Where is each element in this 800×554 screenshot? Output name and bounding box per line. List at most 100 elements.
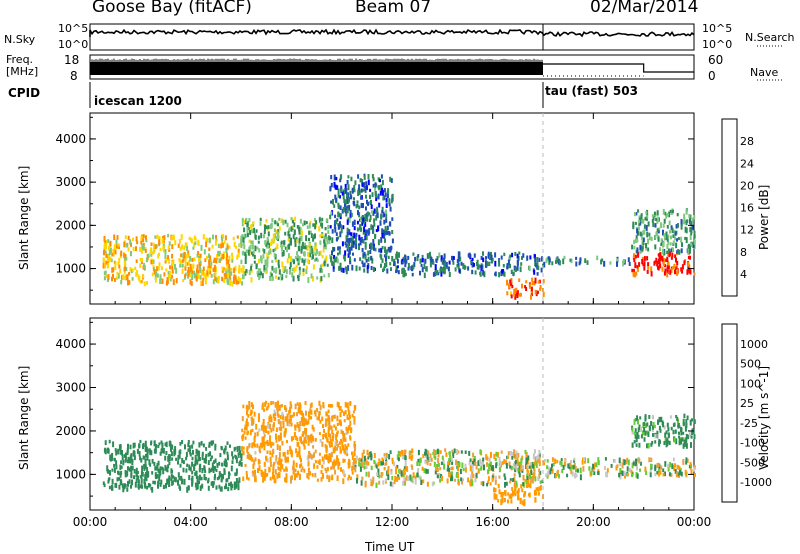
- heatmap-cell: [587, 458, 590, 464]
- heatmap-cell: [307, 476, 310, 480]
- heatmap-cell: [146, 467, 149, 473]
- heatmap-cell: [103, 276, 106, 281]
- heatmap-cell: [272, 267, 275, 273]
- heatmap-cell: [269, 461, 272, 468]
- heatmap-cell: [111, 457, 114, 461]
- heatmap-cell: [491, 477, 494, 482]
- heatmap-cell: [240, 243, 243, 249]
- heatmap-cell: [196, 459, 199, 465]
- heatmap-cell: [387, 474, 390, 481]
- heatmap-cell: [154, 475, 157, 480]
- heatmap-cell: [156, 465, 159, 471]
- heatmap-cell: [255, 423, 258, 430]
- heatmap-cell: [339, 221, 341, 227]
- heatmap-cell: [364, 253, 367, 260]
- heatmap-cell: [513, 289, 516, 295]
- heatmap-cell: [269, 476, 272, 481]
- heatmap-cell: [165, 280, 168, 286]
- heatmap-cell: [253, 227, 256, 234]
- heatmap-cell: [202, 234, 205, 240]
- heatmap-cell: [344, 401, 347, 408]
- heatmap-cell: [316, 416, 319, 421]
- heatmap-cell: [481, 264, 484, 270]
- heatmap-cell: [311, 473, 314, 477]
- heatmap-cell: [266, 473, 269, 477]
- heatmap-cell: [204, 278, 207, 285]
- heatmap-cell: [133, 469, 136, 474]
- heatmap-cell: [294, 474, 296, 481]
- heatmap-cell: [199, 253, 202, 258]
- heatmap-cell: [242, 446, 245, 450]
- heatmap-cell: [308, 243, 311, 247]
- heatmap-cell: [354, 405, 357, 410]
- heatmap-cell: [246, 446, 249, 451]
- heatmap-cell: [236, 254, 239, 260]
- heatmap-cell: [486, 456, 489, 461]
- heatmap-cell: [664, 264, 666, 268]
- heatmap-cell: [501, 494, 504, 499]
- heatmap-cell: [363, 455, 366, 461]
- heatmap-cell: [246, 448, 249, 453]
- heatmap-cell: [644, 423, 647, 428]
- ytick-label: 4000: [55, 337, 86, 351]
- heatmap-cell: [289, 240, 292, 245]
- heatmap-cell: [307, 258, 310, 264]
- heatmap-cell: [410, 476, 413, 483]
- heatmap-cell: [227, 475, 230, 480]
- heatmap-cell: [450, 471, 453, 476]
- heatmap-cell: [266, 239, 269, 245]
- heatmap-cell: [260, 271, 263, 276]
- heatmap-cell: [634, 262, 637, 269]
- heatmap-cell: [112, 251, 115, 257]
- heatmap-cell: [687, 255, 690, 260]
- heatmap-cell: [330, 200, 333, 204]
- heatmap-cell: [214, 276, 217, 282]
- heatmap-cell: [426, 469, 429, 474]
- heatmap-cell: [336, 422, 339, 426]
- heatmap-cell: [365, 471, 368, 477]
- heatmap-cell: [260, 258, 263, 264]
- heatmap-cell: [348, 204, 351, 211]
- heatmap-cell: [519, 499, 522, 505]
- heatmap-cell: [111, 484, 113, 491]
- heatmap-cell: [250, 269, 253, 273]
- cpid-label: CPID: [8, 86, 41, 100]
- heatmap-cell: [444, 263, 446, 270]
- heatmap-cell: [684, 441, 687, 447]
- heatmap-cell: [354, 180, 357, 186]
- heatmap-cell: [332, 265, 335, 269]
- heatmap-cell: [370, 242, 373, 246]
- heatmap-cell: [167, 234, 170, 238]
- heatmap-cell: [543, 462, 545, 466]
- heatmap-cell: [188, 464, 191, 471]
- heatmap-cell: [267, 225, 270, 230]
- heatmap-cell: [667, 234, 670, 238]
- heatmap-cell: [288, 419, 291, 424]
- heatmap-cell: [198, 265, 201, 272]
- heatmap-cell: [346, 232, 349, 238]
- heatmap-cell: [187, 266, 190, 270]
- heatmap-cell: [508, 494, 511, 499]
- heatmap-cell: [534, 476, 537, 482]
- heatmap-cell: [205, 447, 208, 451]
- heatmap-cell: [444, 260, 447, 265]
- heatmap-cell: [627, 257, 630, 262]
- heatmap-cell: [264, 259, 267, 265]
- heatmap-cell: [250, 402, 253, 408]
- heatmap-cell: [666, 440, 669, 444]
- heatmap-cell: [326, 263, 329, 267]
- power-colorbar-label: Power [dB]: [757, 184, 771, 250]
- heatmap-cell: [246, 405, 249, 411]
- heatmap-cell: [297, 424, 300, 429]
- heatmap-cell: [527, 478, 530, 484]
- heatmap-cell: [505, 481, 508, 486]
- heatmap-cell: [434, 449, 437, 456]
- heatmap-cell: [154, 235, 157, 239]
- heatmap-cell: [468, 450, 471, 456]
- heatmap-cell: [298, 451, 301, 458]
- heatmap-cell: [523, 491, 526, 497]
- heatmap-cell: [252, 221, 255, 227]
- heatmap-cell: [271, 218, 274, 223]
- heatmap-cell: [666, 437, 669, 442]
- heatmap-cell: [228, 264, 231, 269]
